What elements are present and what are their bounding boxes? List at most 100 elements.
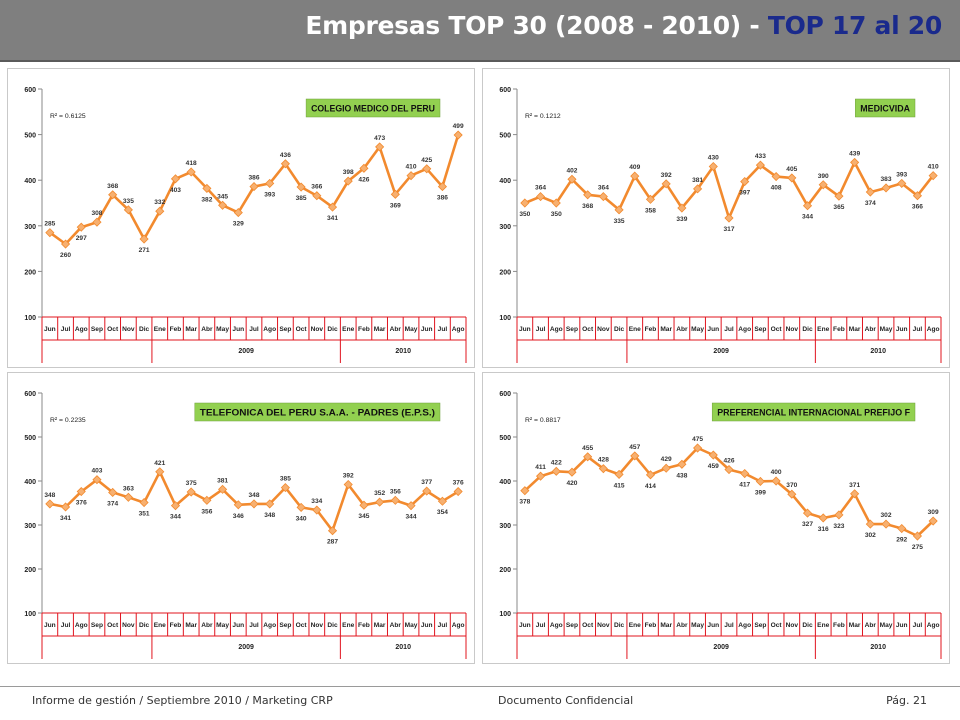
data-label: 377 — [421, 479, 432, 486]
data-point-marker — [359, 500, 369, 510]
data-label: 375 — [186, 480, 197, 487]
r-squared-label: R² = 0.6125 — [50, 113, 86, 120]
data-label: 376 — [76, 500, 87, 507]
data-point-marker — [598, 192, 608, 202]
data-point-marker — [787, 489, 797, 499]
x-tick-label: Nov — [311, 622, 324, 629]
data-point-marker — [233, 208, 243, 218]
data-label: 344 — [406, 514, 417, 521]
data-label: 408 — [771, 185, 782, 192]
data-point-marker — [818, 513, 828, 523]
x-tick-label: Oct — [582, 326, 594, 333]
year-group-label: 2010 — [870, 644, 886, 651]
x-tick-label: Dic — [327, 622, 338, 629]
x-tick-label: Jul — [913, 622, 923, 629]
y-tick-label: 600 — [24, 391, 36, 398]
data-point-marker — [375, 142, 385, 152]
data-label: 356 — [201, 508, 212, 515]
x-tick-label: May — [405, 622, 418, 629]
x-tick-label: Oct — [582, 622, 594, 629]
data-point-marker — [865, 187, 875, 197]
x-tick-label: Mar — [185, 622, 197, 629]
data-label: 285 — [44, 221, 55, 228]
data-point-marker — [771, 171, 781, 182]
x-tick-label: Abr — [865, 622, 877, 629]
data-point-marker — [437, 182, 448, 192]
data-point-marker — [645, 194, 656, 204]
x-tick-label: Jul — [724, 622, 734, 629]
x-tick-label: Oct — [296, 622, 308, 629]
x-tick-label: Ago — [550, 326, 563, 333]
data-point-marker — [312, 191, 322, 201]
x-tick-label: Nov — [786, 326, 799, 333]
y-tick-label: 100 — [24, 611, 36, 618]
data-point-marker — [535, 192, 546, 202]
data-label: 376 — [453, 480, 464, 487]
data-label: 365 — [833, 204, 844, 211]
y-tick-label: 300 — [24, 224, 36, 231]
x-tick-label: Dic — [802, 622, 813, 629]
data-label: 368 — [107, 183, 118, 190]
data-point-marker — [802, 508, 813, 518]
data-label: 386 — [437, 195, 448, 202]
data-label: 345 — [358, 513, 369, 520]
data-label: 275 — [912, 544, 923, 551]
x-tick-label: Ene — [342, 622, 354, 629]
footer-page-number: Pág. 21 — [886, 694, 927, 707]
x-tick-label: May — [691, 326, 704, 333]
data-label: 378 — [519, 499, 530, 506]
data-label: 381 — [217, 477, 228, 484]
chart-title-box — [194, 402, 441, 422]
data-label: 418 — [186, 160, 197, 167]
chart-panel-preferencial: 100 200 300 400 500 600 Jun Jul Ago Sep Oct Nov Dic E… — [482, 372, 950, 664]
footer-confidential: Documento Confidencial — [498, 694, 634, 707]
x-tick-label: Feb — [645, 622, 657, 629]
year-group-label: 2010 — [395, 644, 411, 651]
x-tick-label: Jul — [724, 326, 734, 333]
data-point-marker — [186, 167, 196, 177]
y-tick-label: 400 — [499, 479, 511, 486]
data-label: 335 — [614, 218, 625, 225]
header-bar: Empresas TOP 30 (2008 - 2010) - TOP 17 a… — [0, 0, 960, 60]
data-point-marker — [60, 239, 71, 249]
x-tick-label: Abr — [676, 622, 688, 629]
x-tick-label: Sep — [91, 622, 103, 629]
data-label: 344 — [170, 514, 181, 521]
data-point-marker — [881, 183, 891, 193]
chart-title: COLEGIO MEDICO DEL PERU — [311, 104, 435, 114]
chart-title-box — [305, 98, 441, 118]
data-label: 309 — [928, 509, 939, 516]
data-label: 403 — [91, 468, 102, 475]
x-tick-label: Jul — [913, 326, 923, 333]
data-point-marker — [740, 468, 750, 479]
x-tick-label: Nov — [122, 326, 135, 333]
data-point-marker — [155, 206, 165, 216]
data-label: 364 — [535, 185, 546, 192]
data-label: 316 — [818, 526, 829, 533]
data-label: 334 — [311, 498, 322, 505]
y-tick-label: 600 — [499, 87, 511, 94]
x-tick-label: Oct — [771, 622, 783, 629]
data-label: 398 — [343, 169, 354, 176]
data-label: 348 — [264, 512, 275, 519]
data-point-marker — [123, 492, 133, 502]
data-point-marker — [708, 161, 718, 172]
data-point-marker — [45, 499, 55, 509]
data-label: 335 — [123, 198, 134, 205]
data-label: 455 — [582, 445, 593, 452]
data-label: 382 — [201, 196, 212, 203]
x-tick-label: Oct — [771, 326, 783, 333]
x-tick-label: Ago — [550, 622, 563, 629]
data-point-marker — [535, 471, 546, 481]
y-tick-label: 600 — [499, 391, 511, 398]
r-squared-label: R² = 0.8817 — [525, 417, 561, 424]
data-label: 390 — [818, 173, 829, 180]
data-label: 341 — [327, 215, 338, 222]
data-label: 410 — [406, 164, 417, 171]
x-tick-label: Jul — [536, 622, 546, 629]
data-label: 287 — [327, 539, 338, 546]
data-label: 368 — [582, 203, 593, 210]
data-point-marker — [583, 190, 593, 200]
